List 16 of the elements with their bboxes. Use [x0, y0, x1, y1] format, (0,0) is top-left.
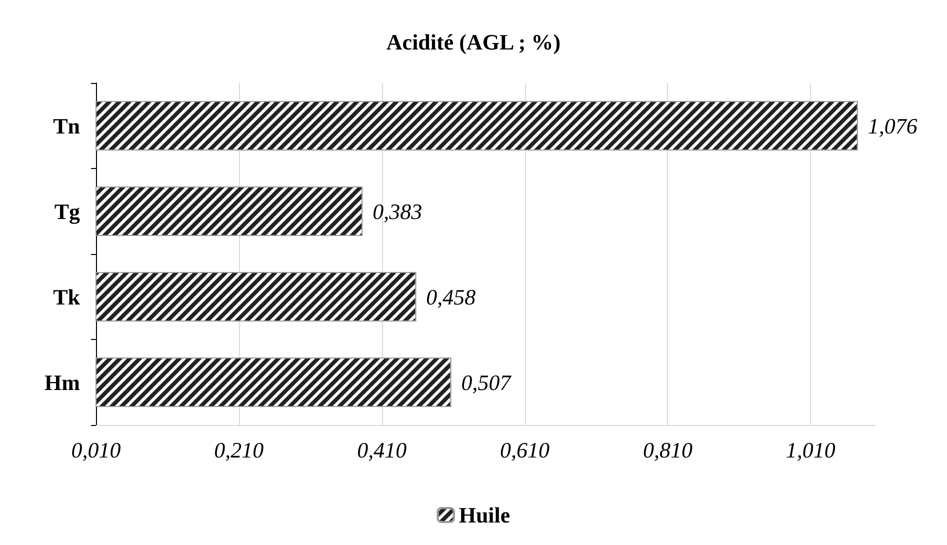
legend-label: Huile: [458, 502, 510, 528]
data-label: 0,507: [461, 370, 512, 395]
x-tick-label: 0,410: [357, 438, 407, 462]
data-label: 1,076: [868, 113, 918, 138]
x-tick-label: 0,610: [500, 438, 550, 462]
x-tick-label: 0,210: [214, 438, 264, 462]
data-label: 0,458: [426, 284, 476, 310]
y-tick-label: Tn: [53, 113, 80, 138]
x-tick-label: 1,010: [786, 438, 836, 462]
y-tick-label: Tk: [53, 284, 81, 310]
x-tick-label: 0,810: [642, 438, 692, 462]
y-tick-label: Tg: [54, 198, 80, 224]
data-label: 0,383: [372, 198, 422, 224]
chart-title: Acidité (AGL ; %): [386, 30, 561, 54]
y-tick-label: Hm: [44, 370, 80, 395]
x-tick-label: 0,010: [71, 438, 121, 462]
